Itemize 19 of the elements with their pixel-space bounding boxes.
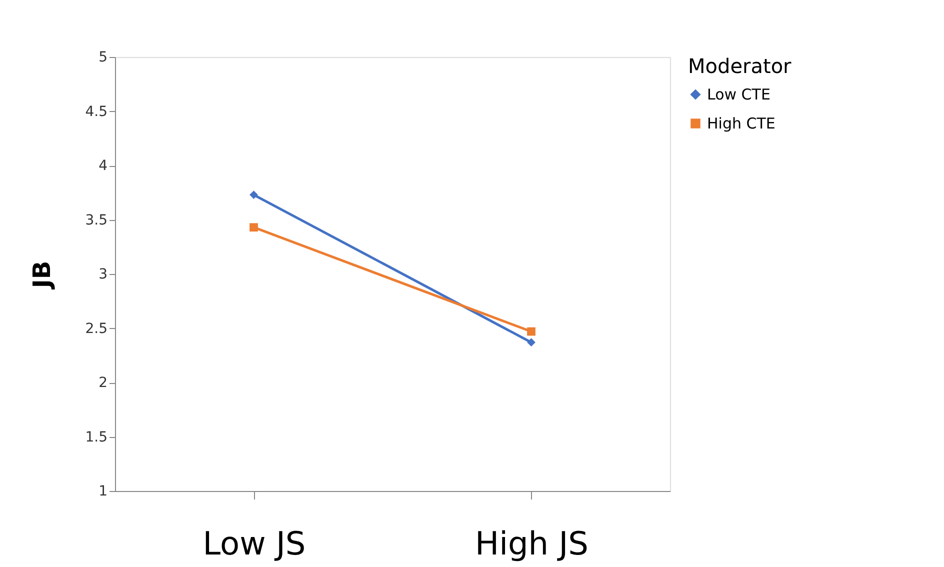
y-tick-label: 2.5	[85, 320, 108, 337]
legend-title: Moderator	[688, 54, 792, 78]
point	[250, 190, 258, 199]
y-tick-label: 3.5	[85, 212, 108, 228]
y-tick-label: 5	[98, 50, 108, 66]
y-tick-label: 4	[98, 158, 108, 174]
point	[250, 223, 258, 232]
y-tick-label: 3	[98, 266, 108, 282]
point	[527, 338, 536, 347]
y-tick-label: 2	[98, 375, 108, 391]
y-tick-label: 4.5	[85, 104, 108, 120]
y-tick-label: 1	[98, 484, 108, 500]
legend-label: Low CTE	[707, 86, 770, 104]
point	[527, 327, 536, 336]
x-tick-label: Low JS	[202, 524, 306, 562]
legend-label: High CTE	[707, 114, 776, 132]
y-axis-title: JB	[28, 260, 56, 290]
y-tick-label: 1.5	[85, 429, 108, 446]
x-tick-label: High JS	[475, 524, 588, 562]
